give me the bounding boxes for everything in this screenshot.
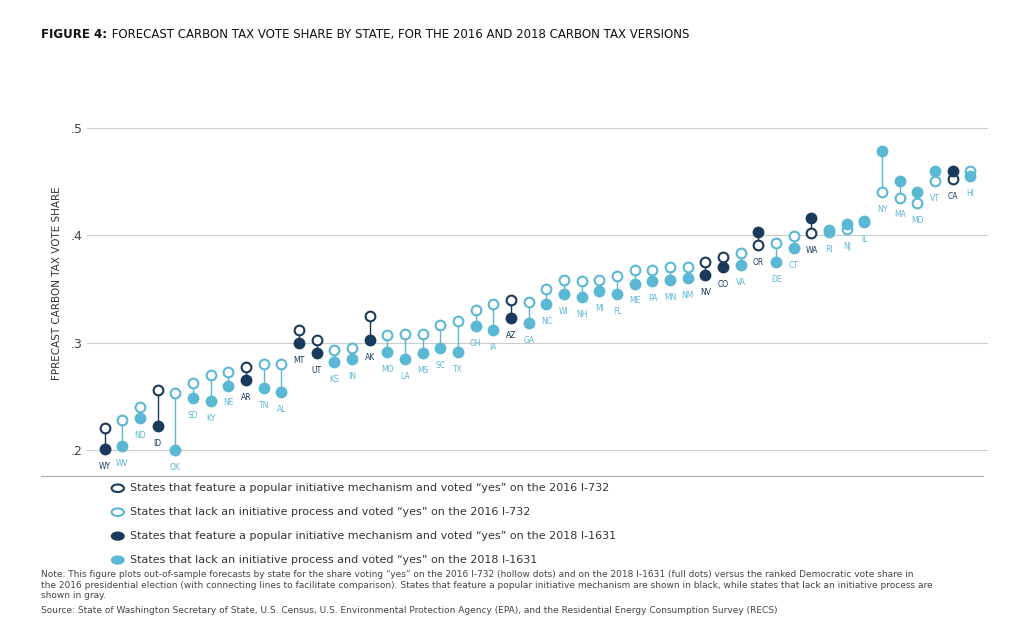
- Text: HI: HI: [967, 189, 975, 198]
- Text: DE: DE: [771, 275, 781, 284]
- Text: MO: MO: [381, 365, 393, 374]
- Text: OK: OK: [170, 463, 181, 472]
- Text: IL: IL: [861, 235, 867, 244]
- Text: States that feature a popular initiative mechanism and voted “yes” on the 2016 I: States that feature a popular initiative…: [130, 483, 609, 493]
- Text: UT: UT: [311, 366, 322, 375]
- Text: TN: TN: [258, 401, 269, 410]
- Text: NM: NM: [682, 291, 694, 300]
- Y-axis label: FPRECAST CARBON TAX VOTE SHARE: FPRECAST CARBON TAX VOTE SHARE: [52, 186, 61, 381]
- Text: ID: ID: [154, 439, 162, 449]
- Text: SD: SD: [187, 411, 199, 420]
- Text: IN: IN: [348, 372, 356, 381]
- Text: MS: MS: [417, 366, 428, 375]
- Text: FIGURE 4:: FIGURE 4:: [41, 28, 108, 42]
- Text: SC: SC: [435, 361, 445, 370]
- Text: MT: MT: [294, 355, 305, 365]
- Text: ME: ME: [629, 296, 640, 306]
- Text: NV: NV: [700, 288, 711, 297]
- Text: AK: AK: [365, 353, 375, 362]
- Text: WV: WV: [116, 459, 129, 467]
- Text: ND: ND: [134, 431, 145, 440]
- Text: AZ: AZ: [506, 331, 516, 340]
- Text: MI: MI: [595, 304, 604, 313]
- Text: VA: VA: [736, 278, 745, 287]
- Text: MN: MN: [664, 293, 676, 302]
- Text: CO: CO: [718, 280, 729, 289]
- Text: OR: OR: [753, 258, 764, 266]
- Text: LA: LA: [400, 372, 410, 381]
- Text: KS: KS: [330, 375, 339, 384]
- Text: WA: WA: [805, 246, 817, 255]
- Text: Source: State of Washington Secretary of State, U.S. Census, U.S. Environmental : Source: State of Washington Secretary of…: [41, 606, 777, 615]
- Text: States that feature a popular initiative mechanism and voted “yes” on the 2018 I: States that feature a popular initiative…: [130, 531, 616, 541]
- Text: NY: NY: [877, 205, 888, 214]
- Text: PA: PA: [648, 294, 657, 303]
- Text: GA: GA: [523, 336, 535, 345]
- Text: VT: VT: [930, 194, 940, 203]
- Text: WY: WY: [98, 462, 111, 471]
- Text: NC: NC: [541, 317, 552, 326]
- Text: AR: AR: [241, 393, 251, 402]
- Text: Note: This figure plots out-of-sample forecasts by state for the share voting “y: Note: This figure plots out-of-sample fo…: [41, 570, 933, 600]
- Text: FL: FL: [612, 307, 622, 316]
- Text: NJ: NJ: [843, 241, 851, 251]
- Text: FORECAST CARBON TAX VOTE SHARE BY STATE, FOR THE 2016 AND 2018 CARBON TAX VERSIO: FORECAST CARBON TAX VOTE SHARE BY STATE,…: [108, 28, 689, 42]
- Text: MA: MA: [894, 210, 906, 219]
- Text: TX: TX: [454, 365, 463, 374]
- Text: RI: RI: [825, 245, 833, 254]
- Text: CA: CA: [947, 192, 958, 201]
- Text: MD: MD: [911, 216, 924, 225]
- Text: IA: IA: [489, 343, 498, 352]
- Text: States that lack an initiative process and voted “yes” on the 2016 I-732: States that lack an initiative process a…: [130, 507, 530, 517]
- Text: OH: OH: [470, 340, 481, 348]
- Text: AL: AL: [276, 405, 286, 414]
- Text: CT: CT: [788, 261, 799, 270]
- Text: NE: NE: [223, 399, 233, 408]
- Text: KY: KY: [206, 413, 215, 423]
- Text: States that lack an initiative process and voted “yes” on the 2018 I-1631: States that lack an initiative process a…: [130, 555, 538, 565]
- Text: NH: NH: [577, 311, 588, 319]
- Text: WI: WI: [559, 307, 569, 316]
